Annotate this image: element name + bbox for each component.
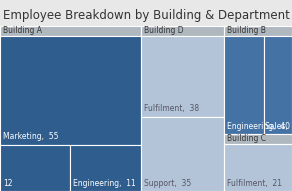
Text: 12: 12	[3, 179, 13, 188]
Text: Employee Breakdown by Building & Department: Employee Breakdown by Building & Departm…	[3, 9, 289, 22]
Text: Building B: Building B	[227, 26, 265, 35]
Text: Support,  35: Support, 35	[144, 179, 191, 188]
Bar	[0, 145, 70, 191]
Text: Building A: Building A	[3, 26, 42, 35]
Bar	[70, 145, 141, 191]
Text: Building D: Building D	[144, 26, 184, 35]
Bar	[224, 134, 292, 144]
Bar	[0, 26, 141, 36]
Text: Fulfilment,  38: Fulfilment, 38	[144, 104, 199, 113]
Bar	[141, 36, 224, 117]
Bar	[141, 117, 224, 191]
Text: Building C: Building C	[227, 134, 266, 143]
Text: Fulfilment,  21: Fulfilment, 21	[227, 179, 281, 188]
Bar	[224, 144, 292, 191]
Text: Engineering,  11: Engineering, 11	[73, 179, 136, 188]
Bar	[264, 36, 292, 134]
Bar	[224, 26, 292, 36]
Text: Engineering,  40: Engineering, 40	[227, 122, 290, 131]
Text: Sales,  2: Sales, 2	[265, 122, 292, 131]
Bar	[224, 36, 264, 134]
Bar	[0, 36, 141, 145]
Text: Marketing,  55: Marketing, 55	[3, 132, 58, 141]
Bar	[141, 26, 224, 36]
